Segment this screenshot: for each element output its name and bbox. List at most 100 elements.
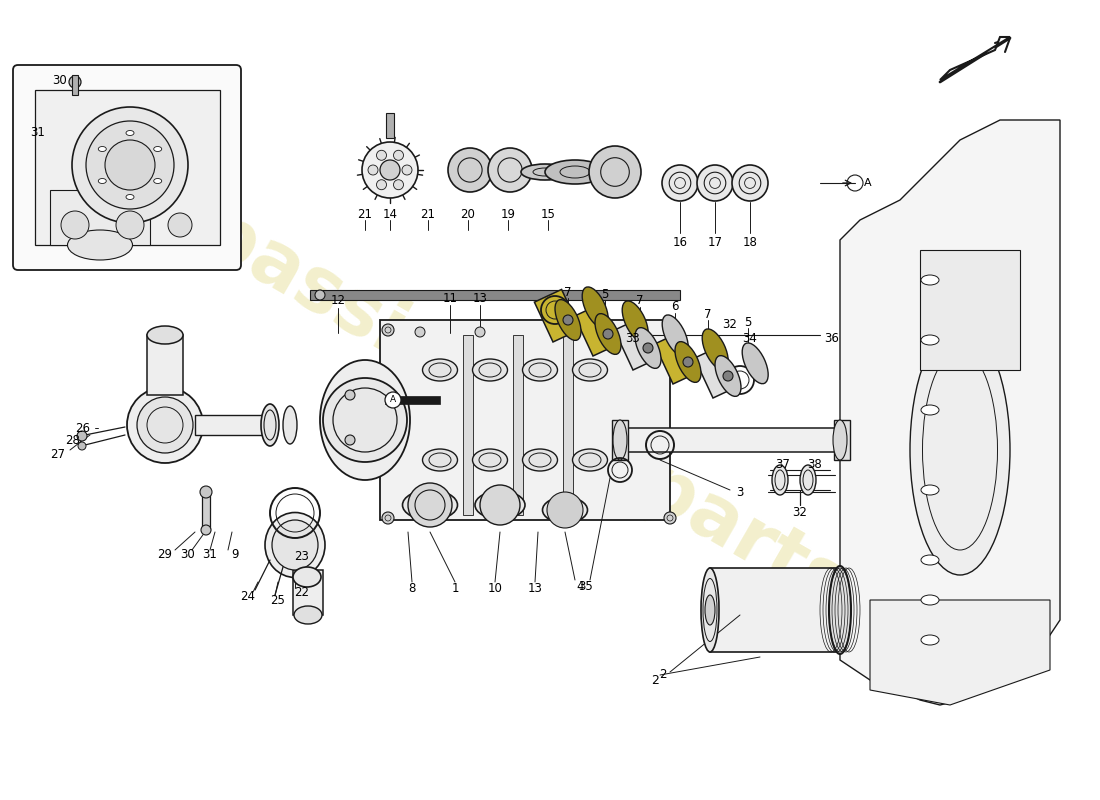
Text: 31: 31 [202,549,218,562]
Circle shape [408,483,452,527]
Ellipse shape [701,568,719,652]
Text: 38: 38 [807,458,823,471]
Ellipse shape [98,178,107,183]
Bar [385,396,440,404]
Bar [710,568,840,652]
Ellipse shape [126,194,134,199]
Polygon shape [840,120,1060,705]
Circle shape [86,121,174,209]
Ellipse shape [921,485,939,495]
Text: a passion for parts: a passion for parts [121,155,859,625]
Text: 23: 23 [295,550,309,562]
Text: 24: 24 [241,590,255,603]
Ellipse shape [522,449,558,471]
Ellipse shape [572,359,607,381]
Circle shape [376,180,386,190]
Text: 13: 13 [473,291,487,305]
Circle shape [625,327,635,337]
Ellipse shape [265,513,324,578]
Text: 13: 13 [528,582,542,594]
Circle shape [547,492,583,528]
Text: 2: 2 [651,674,659,686]
Text: 31: 31 [31,126,45,138]
Circle shape [565,327,575,337]
Circle shape [78,442,86,450]
Circle shape [379,160,400,180]
Text: 18: 18 [742,235,758,249]
Ellipse shape [572,449,607,471]
Text: 8: 8 [408,582,416,594]
Circle shape [415,327,425,337]
Ellipse shape [283,406,297,444]
Text: 17: 17 [707,235,723,249]
Ellipse shape [613,420,627,460]
Text: 3: 3 [736,486,744,498]
Ellipse shape [829,566,851,654]
Bar [920,250,1020,370]
Polygon shape [870,600,1050,705]
Ellipse shape [595,314,621,354]
Bar [310,290,680,300]
Text: 19: 19 [500,207,516,221]
Bar [563,335,573,515]
Bar [293,570,323,615]
Text: 20: 20 [461,207,475,221]
Bar [834,420,850,460]
Circle shape [168,213,192,237]
Text: 25: 25 [271,594,285,607]
Circle shape [200,486,212,498]
Ellipse shape [833,420,847,460]
Circle shape [732,165,768,201]
Text: 7: 7 [636,294,644,307]
Circle shape [382,512,394,524]
Circle shape [72,107,188,223]
Ellipse shape [921,275,939,285]
Text: 1: 1 [451,582,459,594]
Text: 21: 21 [420,207,436,221]
Circle shape [315,290,324,300]
Ellipse shape [154,146,162,151]
Circle shape [683,357,693,367]
Ellipse shape [521,164,569,180]
Circle shape [376,150,386,160]
Circle shape [323,378,407,462]
Circle shape [116,211,144,239]
Circle shape [362,142,418,198]
Text: 5: 5 [602,287,608,301]
Circle shape [138,397,192,453]
Circle shape [394,180,404,190]
Circle shape [382,324,394,336]
Ellipse shape [742,343,768,384]
Text: 11: 11 [442,291,458,305]
Bar [50,190,150,245]
Text: 37: 37 [776,458,791,471]
Ellipse shape [294,606,322,624]
Ellipse shape [544,160,605,184]
Ellipse shape [422,449,458,471]
Circle shape [394,150,404,160]
Circle shape [488,148,532,192]
Circle shape [345,435,355,445]
Bar [35,90,220,245]
Bar [202,495,210,530]
Circle shape [644,343,653,353]
Ellipse shape [126,130,134,135]
Text: 12: 12 [330,294,345,307]
Ellipse shape [705,595,715,625]
Bar [574,303,620,356]
Text: 32: 32 [793,506,807,518]
Text: 10: 10 [487,582,503,594]
Ellipse shape [98,146,107,151]
Text: 30: 30 [180,549,196,562]
Ellipse shape [921,555,939,565]
Text: 22: 22 [295,586,309,598]
Circle shape [664,512,676,524]
Circle shape [402,165,412,175]
Text: 7: 7 [704,307,712,321]
Bar [694,346,740,398]
Text: 2: 2 [659,669,667,682]
Ellipse shape [921,405,939,415]
Ellipse shape [272,520,318,570]
Circle shape [448,148,492,192]
Circle shape [368,165,378,175]
